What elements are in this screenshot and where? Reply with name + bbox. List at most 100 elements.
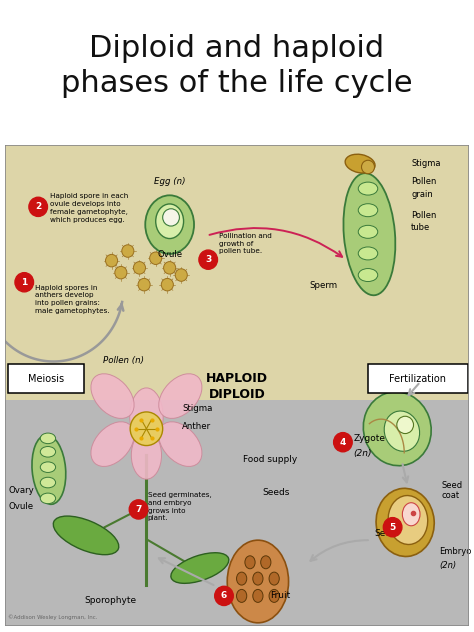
Text: 1: 1 <box>21 277 27 287</box>
Circle shape <box>362 161 374 174</box>
Text: Ovule: Ovule <box>157 250 182 259</box>
Text: 2: 2 <box>35 202 41 211</box>
Ellipse shape <box>171 553 229 583</box>
Text: Meiosis: Meiosis <box>28 374 64 384</box>
Circle shape <box>129 500 148 519</box>
Text: Embryo: Embryo <box>439 547 472 556</box>
Text: Ovary: Ovary <box>9 486 34 495</box>
Ellipse shape <box>237 590 247 602</box>
Text: 3: 3 <box>205 255 211 264</box>
Circle shape <box>122 245 134 257</box>
Text: Egg (n): Egg (n) <box>154 177 185 186</box>
Circle shape <box>334 432 352 452</box>
Ellipse shape <box>227 540 289 623</box>
Ellipse shape <box>91 374 134 418</box>
Text: Haploid spores in
anthers develop
into pollen grains:
male gametophytes.: Haploid spores in anthers develop into p… <box>35 284 109 314</box>
FancyBboxPatch shape <box>367 365 468 393</box>
Ellipse shape <box>145 195 194 254</box>
Text: grain: grain <box>411 190 433 199</box>
Ellipse shape <box>40 462 55 473</box>
Circle shape <box>161 279 173 291</box>
Text: Sporophyte: Sporophyte <box>84 596 137 605</box>
Text: (2n): (2n) <box>353 449 372 458</box>
Circle shape <box>397 416 413 434</box>
Ellipse shape <box>131 431 162 479</box>
Ellipse shape <box>269 590 279 602</box>
Text: Pollen: Pollen <box>411 210 437 219</box>
Text: (2n): (2n) <box>439 561 456 570</box>
Circle shape <box>199 250 218 269</box>
Ellipse shape <box>344 173 395 295</box>
Ellipse shape <box>91 422 134 466</box>
Ellipse shape <box>130 388 163 446</box>
Ellipse shape <box>358 182 378 195</box>
Circle shape <box>164 262 176 274</box>
Ellipse shape <box>363 392 431 466</box>
Text: Stigma: Stigma <box>411 159 441 168</box>
Ellipse shape <box>40 447 55 457</box>
Text: tube: tube <box>411 224 430 233</box>
Ellipse shape <box>245 556 255 569</box>
Ellipse shape <box>32 435 66 504</box>
Bar <box>5 400 469 626</box>
Text: 6: 6 <box>221 592 227 600</box>
Ellipse shape <box>384 411 419 451</box>
Circle shape <box>383 518 402 537</box>
Bar <box>5 145 469 400</box>
Text: 4: 4 <box>340 438 346 447</box>
Text: Zygote: Zygote <box>353 434 385 443</box>
Ellipse shape <box>155 204 183 238</box>
Text: Pollen: Pollen <box>411 177 437 186</box>
Circle shape <box>175 269 187 281</box>
Text: Seed: Seed <box>374 529 397 538</box>
Text: Diploid and haploid
phases of the life cycle: Diploid and haploid phases of the life c… <box>61 34 413 98</box>
Ellipse shape <box>402 502 420 526</box>
Ellipse shape <box>237 572 247 585</box>
Ellipse shape <box>53 516 119 555</box>
Circle shape <box>150 252 162 264</box>
Text: HAPLOID: HAPLOID <box>206 372 268 385</box>
Text: DIPLOID: DIPLOID <box>209 387 265 401</box>
Circle shape <box>138 279 150 291</box>
Text: Pollination and
growth of
pollen tube.: Pollination and growth of pollen tube. <box>219 233 272 254</box>
Ellipse shape <box>345 154 375 173</box>
Circle shape <box>130 412 163 446</box>
Ellipse shape <box>269 572 279 585</box>
Text: Haploid spore in each
ovule develops into
female gametophyte,
which produces egg: Haploid spore in each ovule develops int… <box>50 193 128 222</box>
Ellipse shape <box>40 493 55 504</box>
Circle shape <box>163 209 179 226</box>
Ellipse shape <box>40 477 55 488</box>
Text: 5: 5 <box>390 523 396 532</box>
Circle shape <box>15 272 34 292</box>
Ellipse shape <box>388 495 428 545</box>
Ellipse shape <box>358 204 378 217</box>
Circle shape <box>215 586 233 605</box>
Ellipse shape <box>358 269 378 281</box>
Text: Anther: Anther <box>182 422 211 431</box>
Circle shape <box>133 262 146 274</box>
Text: 7: 7 <box>136 505 142 514</box>
Ellipse shape <box>253 590 263 602</box>
Ellipse shape <box>159 422 202 466</box>
Ellipse shape <box>376 489 434 557</box>
Text: ©Addison Wesley Longman, Inc.: ©Addison Wesley Longman, Inc. <box>9 614 98 620</box>
Text: Fruit: Fruit <box>271 592 291 600</box>
Text: Food supply: Food supply <box>243 456 297 465</box>
Text: Pollen (n): Pollen (n) <box>103 356 144 365</box>
Circle shape <box>106 255 118 267</box>
Ellipse shape <box>253 572 263 585</box>
Text: Ovule: Ovule <box>9 502 34 511</box>
Ellipse shape <box>358 226 378 238</box>
Text: Fertilization: Fertilization <box>389 374 446 384</box>
FancyBboxPatch shape <box>9 365 84 393</box>
Circle shape <box>115 267 127 279</box>
Ellipse shape <box>261 556 271 569</box>
Text: Seed germinates,
and embryo
grows into
plant.: Seed germinates, and embryo grows into p… <box>148 492 211 521</box>
Text: Seed
coat: Seed coat <box>441 480 463 500</box>
Ellipse shape <box>358 247 378 260</box>
Text: Seeds: Seeds <box>263 488 290 497</box>
Ellipse shape <box>159 374 202 418</box>
Ellipse shape <box>40 433 55 444</box>
Text: Sperm: Sperm <box>309 281 337 290</box>
Circle shape <box>29 197 47 216</box>
